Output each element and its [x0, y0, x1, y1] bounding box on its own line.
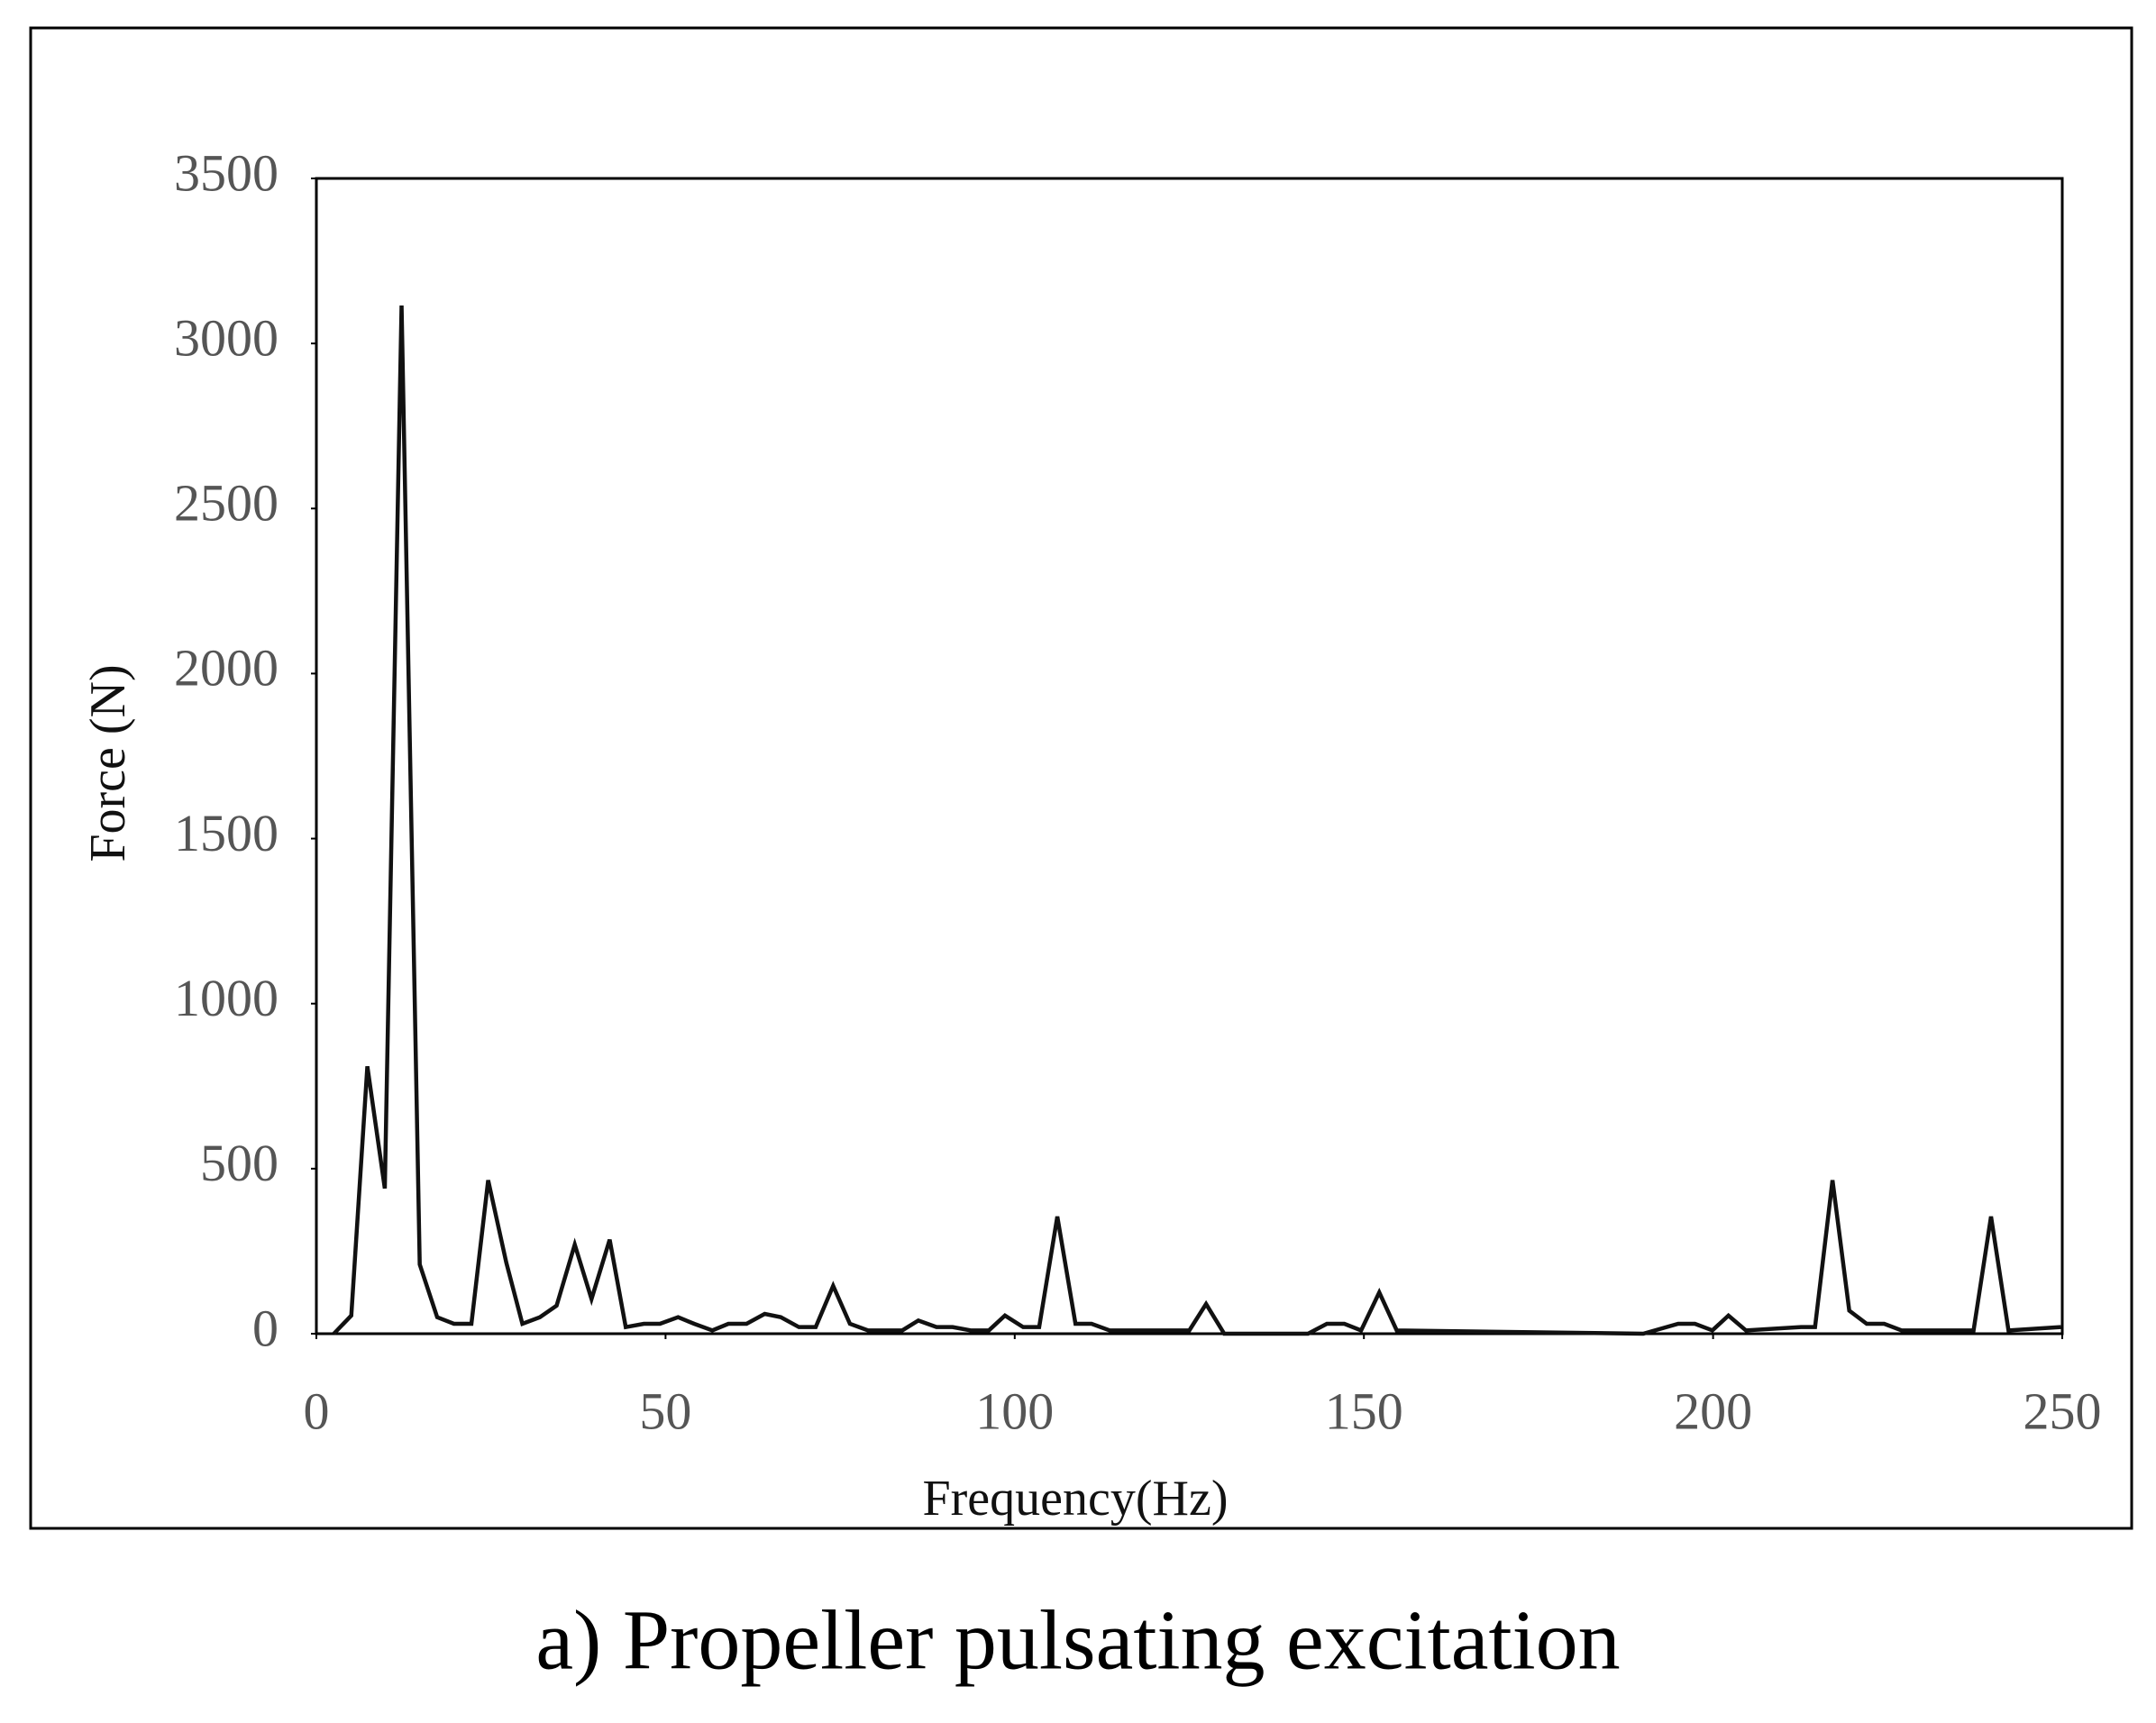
caption: a) Propeller pulsating excitation	[535, 1594, 1620, 1688]
data-line	[332, 305, 2061, 1336]
x-axis-label: Frequency(Hz)	[923, 1471, 1229, 1527]
y-tick-label: 3500	[174, 143, 279, 202]
y-tick-label: 3000	[174, 308, 279, 367]
plot-frame	[315, 177, 2064, 1336]
figure-frame	[29, 26, 2133, 1530]
y-tick-label: 0	[252, 1299, 279, 1357]
y-tick-label: 500	[200, 1134, 279, 1192]
y-tick-label: 2500	[174, 474, 279, 533]
x-tick-label: 200	[1674, 1381, 1752, 1440]
x-tick-label: 100	[975, 1381, 1054, 1440]
x-tick-label: 50	[639, 1381, 691, 1440]
x-tick-label: 0	[304, 1381, 330, 1440]
x-tick-label: 250	[2024, 1381, 2102, 1440]
y-tick-label: 1000	[174, 969, 279, 1027]
y-axis-label: Force (N)	[80, 664, 136, 862]
y-tick-label: 1500	[174, 804, 279, 862]
y-tick-label: 2000	[174, 639, 279, 697]
x-tick-label: 150	[1325, 1381, 1403, 1440]
